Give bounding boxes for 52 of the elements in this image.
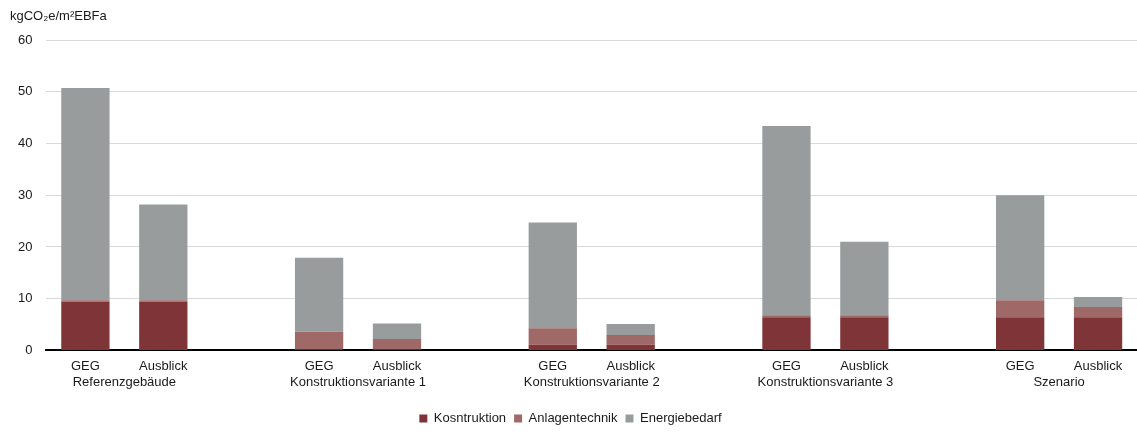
x-tick-label: Ausblick (606, 357, 656, 373)
x-tick-label: Ausblick (840, 357, 890, 373)
bar (762, 317, 811, 350)
y-axis-title: kgCO₂e/m²EBFa (10, 8, 108, 24)
bar (139, 301, 188, 350)
y-tick-label: 30 (17, 186, 33, 202)
bar (528, 328, 577, 345)
bar (1073, 317, 1123, 350)
bar (372, 339, 422, 350)
bar (996, 300, 1045, 318)
x-tick-label: Ausblick (139, 357, 188, 373)
text: Szenario (1033, 374, 1085, 390)
text: Konstruktionsvariante 1 (290, 374, 426, 390)
bar (606, 324, 655, 335)
y-tick-label: 0 (25, 341, 33, 357)
x-tick-label: GEG (304, 357, 334, 373)
y-tick-label: 60 (17, 31, 33, 47)
bar (840, 317, 889, 350)
bar (606, 334, 655, 345)
bar (606, 344, 655, 350)
legend-label: Energiebedarf (640, 410, 723, 426)
bar (528, 222, 577, 329)
bar (294, 257, 344, 332)
bar (840, 315, 889, 318)
x-tick-label: Ausblick (1073, 357, 1123, 373)
x-tick-label: GEG (538, 357, 568, 373)
bar (996, 317, 1045, 350)
x-tick-label: Ausblick (372, 357, 422, 373)
x-tick-label: GEG (70, 357, 100, 373)
bar (372, 323, 422, 340)
bar (139, 204, 188, 301)
y-tick-label: 20 (17, 238, 33, 254)
x-tick-label: GEG (1005, 357, 1035, 373)
y-tick-label: 10 (17, 290, 33, 306)
bar (1073, 297, 1123, 307)
x-tick-label: GEG (772, 357, 801, 373)
text: Konstruktionsvariante 3 (757, 374, 894, 390)
bar (762, 315, 811, 318)
bar (840, 241, 889, 316)
text: Konstruktionsvariante 2 (523, 374, 660, 390)
bar (996, 195, 1045, 301)
bar (294, 331, 344, 350)
y-tick-label: 50 (17, 83, 33, 99)
y-tick-label: 40 (17, 135, 33, 151)
bar (528, 344, 577, 350)
bar (762, 125, 811, 316)
legend-label: Anlagentechnik (528, 410, 618, 426)
bar (1073, 306, 1123, 318)
legend-label: Kosntruktion (433, 410, 507, 426)
text: Referenzgebäude (72, 374, 177, 390)
bar (61, 301, 110, 350)
bar (61, 88, 110, 301)
